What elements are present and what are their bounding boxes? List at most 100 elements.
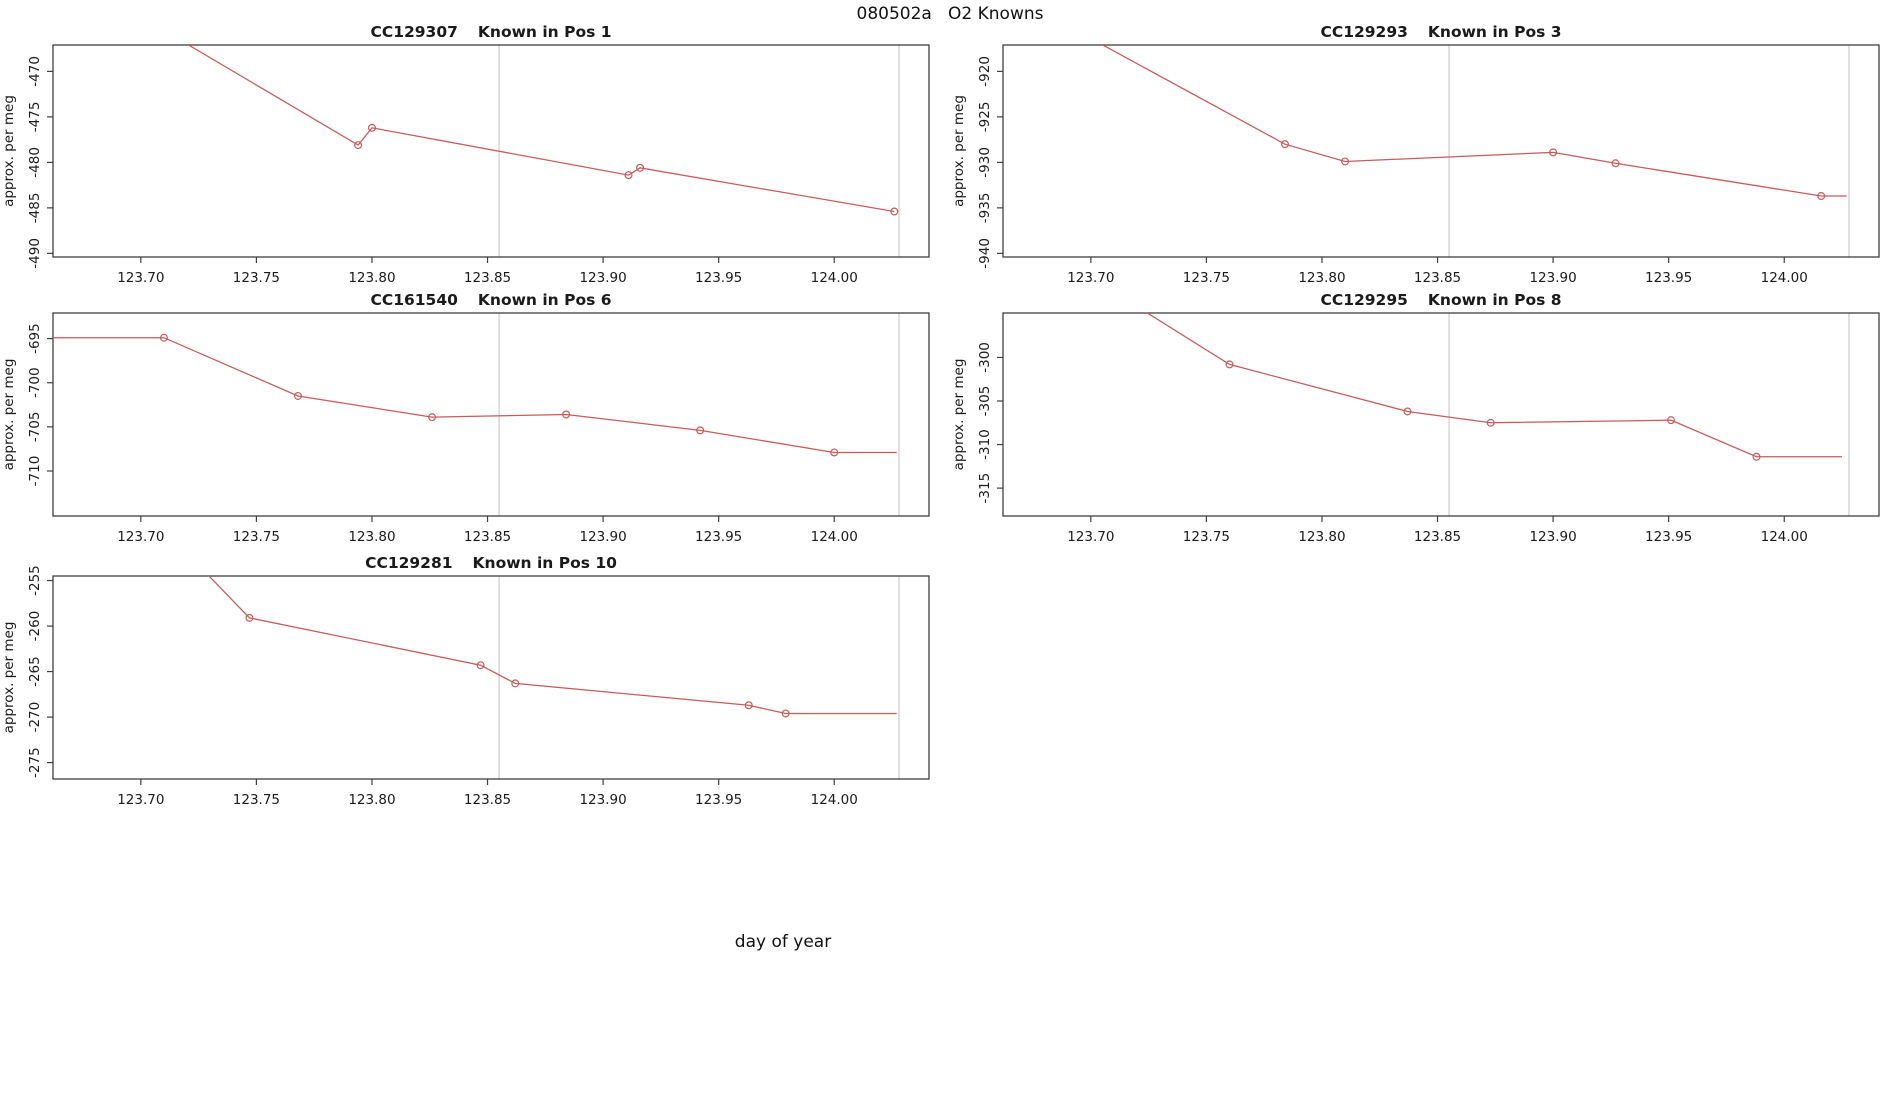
data-line — [187, 45, 895, 213]
y-tick-label: -920 — [977, 56, 993, 87]
data-point — [1341, 157, 1350, 166]
y-tick-label: -480 — [27, 147, 43, 178]
subplot-title: CC129281 Known in Pos 10 — [365, 554, 617, 572]
y-tick-label: -305 — [977, 386, 993, 417]
y-tick-label: -315 — [977, 473, 993, 504]
x-tick-label: 123.85 — [1414, 529, 1461, 545]
x-tick-label: 123.75 — [1183, 529, 1230, 545]
data-point — [830, 448, 839, 457]
data-point — [1225, 360, 1234, 369]
x-tick-label: 123.80 — [348, 270, 395, 286]
data-point — [1486, 418, 1495, 427]
x-tick-label: 123.95 — [695, 270, 742, 286]
data-point — [1280, 140, 1289, 149]
y-tick-label: -490 — [27, 238, 43, 269]
y-axis-label: approx. per meg — [1, 95, 17, 207]
x-tick-label: 123.75 — [233, 792, 280, 808]
data-point — [428, 413, 437, 422]
x-tick-label: 124.00 — [1761, 270, 1808, 286]
y-tick-label: -300 — [977, 342, 993, 373]
x-tick-label: 124.00 — [811, 270, 858, 286]
data-point — [744, 701, 753, 710]
x-tick-label: 123.85 — [464, 792, 511, 808]
subplot-CC129307: 123.70 123.75 123.80 123.85 123.90 123.95 124.… — [1, 23, 930, 286]
data-point — [636, 163, 645, 172]
x-tick-label: 123.70 — [117, 270, 164, 286]
data-point — [511, 679, 520, 688]
data-point — [1549, 148, 1558, 157]
y-tick-label: -275 — [27, 747, 43, 778]
y-tick-label: -705 — [27, 412, 43, 443]
x-tick-label: 123.85 — [464, 529, 511, 545]
data-point — [245, 613, 254, 622]
data-point — [890, 207, 899, 216]
x-tick-label: 123.80 — [348, 529, 395, 545]
x-tick-label: 123.80 — [1298, 270, 1345, 286]
x-tick-label: 124.00 — [811, 792, 858, 808]
x-tick-label: 123.70 — [117, 529, 164, 545]
y-tick-label: -485 — [27, 193, 43, 224]
data-point — [696, 426, 705, 435]
x-tick-label: 123.90 — [1529, 529, 1576, 545]
data-point — [476, 661, 485, 670]
y-tick-label: -270 — [27, 702, 43, 733]
x-tick-label: 123.85 — [464, 270, 511, 286]
data-point — [367, 123, 376, 132]
x-tick-label: 123.70 — [117, 792, 164, 808]
main-title: 080502a O2 Knowns — [856, 4, 1044, 24]
plot-box — [52, 44, 930, 258]
plot-box — [52, 312, 930, 517]
data-point — [294, 391, 303, 400]
x-tick-label: 123.95 — [1645, 270, 1692, 286]
y-tick-label: -475 — [27, 102, 43, 133]
y-tick-label: -935 — [977, 193, 993, 224]
subplot-title: CC161540 Known in Pos 6 — [370, 291, 611, 309]
y-axis-label: approx. per meg — [951, 95, 967, 207]
x-tick-label: 123.95 — [1645, 529, 1692, 545]
data-line — [1146, 313, 1843, 458]
data-point — [624, 171, 633, 180]
plot-box — [1002, 44, 1880, 258]
x-tick-label: 123.80 — [1298, 529, 1345, 545]
y-tick-label: -310 — [977, 429, 993, 460]
y-tick-label: -265 — [27, 656, 43, 687]
y-axis-label: approx. per meg — [951, 359, 967, 471]
subplot-title: CC129295 Known in Pos 8 — [1320, 291, 1561, 309]
data-point — [1666, 416, 1675, 425]
y-tick-label: -695 — [27, 323, 43, 354]
subplot-CC161540: 123.70 123.75 123.80 123.85 123.90 123.95 124.… — [1, 291, 930, 545]
data-point — [159, 333, 168, 342]
x-tick-label: 123.75 — [1183, 270, 1230, 286]
data-line — [208, 576, 897, 715]
x-tick-label: 123.80 — [348, 792, 395, 808]
x-tick-label: 123.95 — [695, 792, 742, 808]
y-tick-label: -260 — [27, 611, 43, 642]
data-line — [53, 337, 897, 454]
subplot-title: CC129307 Known in Pos 1 — [370, 23, 611, 41]
x-tick-label: 123.70 — [1067, 529, 1114, 545]
x-tick-label: 123.85 — [1414, 270, 1461, 286]
data-line — [1101, 45, 1847, 197]
x-tick-label: 124.00 — [1761, 529, 1808, 545]
subplot-title: CC129293 Known in Pos 3 — [1320, 23, 1561, 41]
data-point — [1752, 452, 1761, 461]
data-point — [1611, 159, 1620, 168]
data-point — [781, 709, 790, 718]
x-tick-label: 123.90 — [1529, 270, 1576, 286]
x-tick-label: 123.90 — [579, 792, 626, 808]
plot-box — [1002, 312, 1880, 517]
x-tick-label: 123.95 — [695, 529, 742, 545]
y-tick-label: -470 — [27, 56, 43, 87]
y-tick-label: -710 — [27, 456, 43, 487]
y-tick-label: -700 — [27, 367, 43, 398]
y-axis-label: approx. per meg — [1, 359, 17, 471]
x-axis-label: day of year — [734, 932, 832, 952]
data-point — [562, 410, 571, 419]
x-tick-label: 123.90 — [579, 270, 626, 286]
x-tick-label: 123.75 — [233, 529, 280, 545]
data-point — [1403, 407, 1412, 416]
plot-box — [52, 575, 930, 780]
y-axis-label: approx. per meg — [1, 622, 17, 734]
